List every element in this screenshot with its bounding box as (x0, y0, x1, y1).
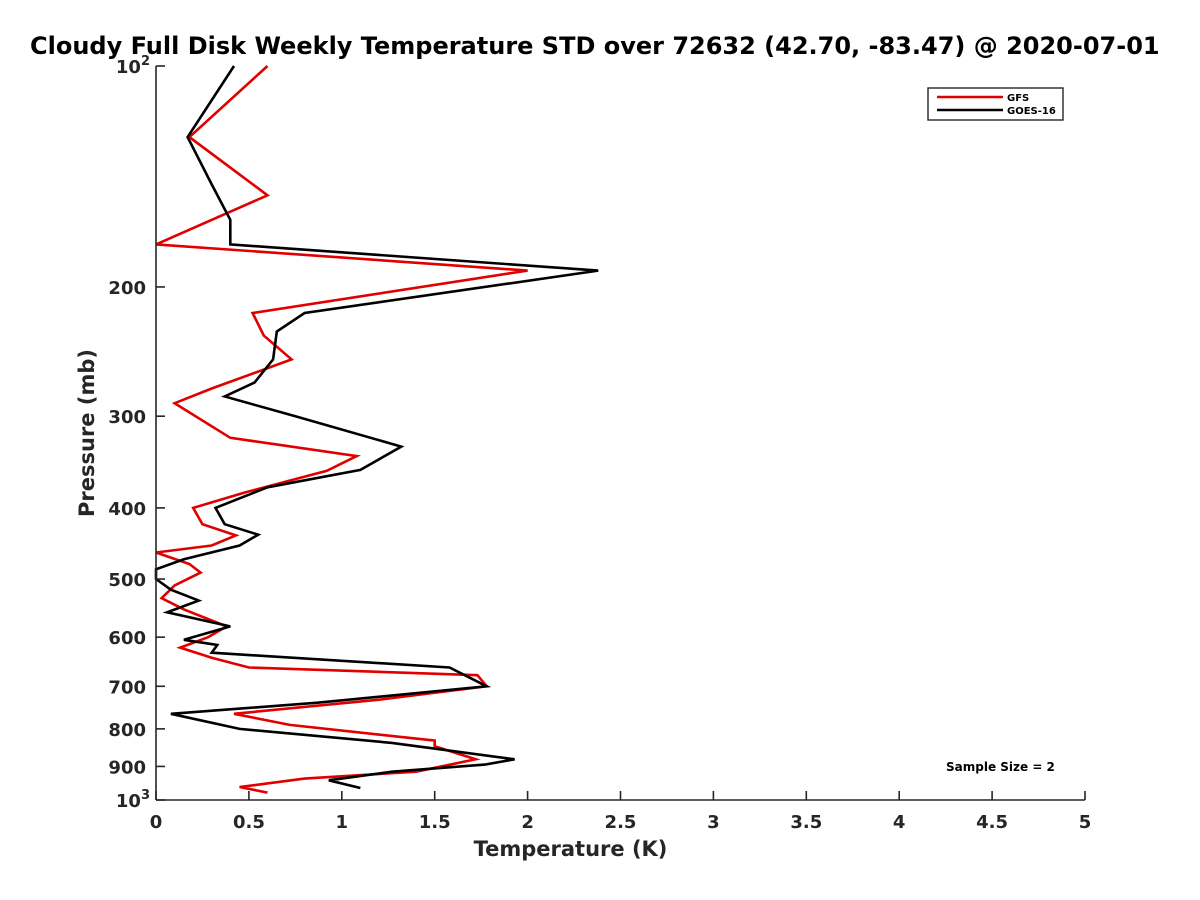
y-tick-label: 200 (108, 278, 146, 299)
y-tick-label: 600 (108, 628, 146, 649)
legend-box (927, 87, 1064, 121)
x-axis-label: Temperature (K) (474, 837, 668, 861)
y-tick-label: 103 (116, 788, 150, 812)
y-tick-label: 500 (108, 570, 146, 591)
y-axis-label: Pressure (mb) (75, 349, 99, 517)
legend: GFS GOES-16 (927, 87, 1064, 121)
series-line-gfs (155, 65, 528, 794)
y-tick-label: 102 (116, 54, 150, 78)
sample-size-annotation: Sample Size = 2 (946, 760, 1055, 774)
x-tick-label: 1.5 (419, 812, 451, 833)
x-tick-label: 3 (707, 812, 720, 833)
legend-entry: GOES-16 (1007, 106, 1056, 117)
y-tick-label: 300 (108, 407, 146, 428)
x-tick-label: 4 (893, 812, 906, 833)
y-tick-label: 400 (108, 499, 146, 520)
chart-title: Cloudy Full Disk Weekly Temperature STD … (30, 32, 1160, 60)
y-tick-label: 700 (108, 677, 146, 698)
x-tick-label: 5 (1079, 812, 1092, 833)
x-tick-label: 1 (336, 812, 349, 833)
legend-entry: GFS (1007, 93, 1029, 104)
x-tick-label: 0 (150, 812, 163, 833)
x-tick-label: 3.5 (790, 812, 822, 833)
series-layer (154, 65, 599, 794)
y-tick-label: 800 (108, 720, 146, 741)
x-tick-label: 0.5 (233, 812, 265, 833)
series-line-goes-16 (154, 65, 599, 790)
x-tick-label: 2.5 (605, 812, 637, 833)
x-tick-label: 4.5 (976, 812, 1008, 833)
y-tick-label: 900 (108, 757, 146, 778)
x-tick-label: 2 (521, 812, 534, 833)
axes-layer: 0 0.5 1 1.5 2 2.5 3 3.5 4 4.5 5 102 200 300 400 500 600 7… (108, 54, 1091, 833)
